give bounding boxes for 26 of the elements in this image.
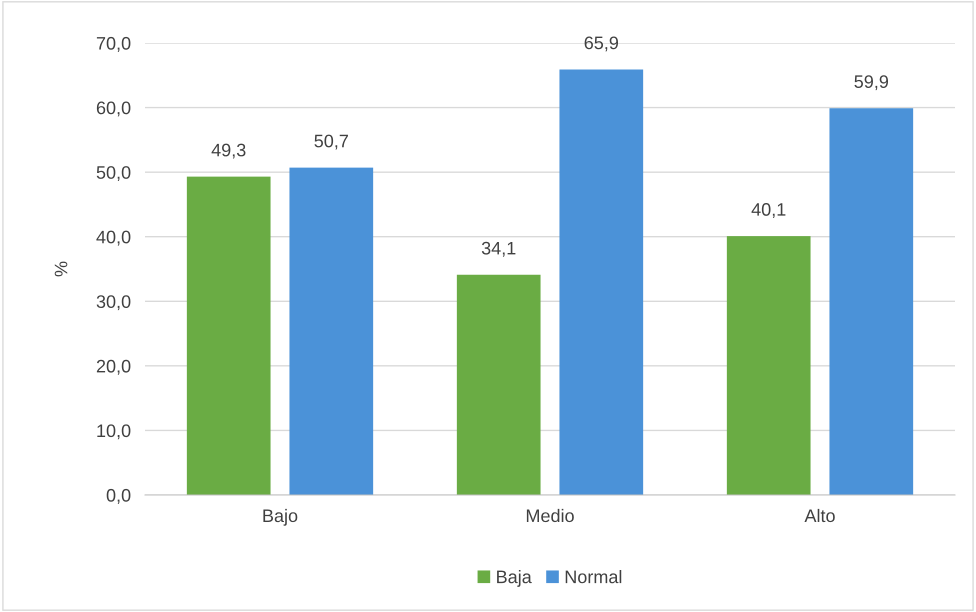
- x-tick-label: Alto: [804, 508, 835, 522]
- y-tick-label: 30,0: [96, 295, 130, 310]
- x-tick-label: Medio: [526, 508, 574, 522]
- x-tick-label: Bajo: [263, 508, 298, 526]
- y-tick-label: 20,0: [96, 360, 130, 375]
- bar: [186, 176, 271, 495]
- y-tick-label: 70,0: [96, 36, 130, 52]
- data-label: 59,9: [854, 75, 888, 90]
- bar: [289, 168, 374, 495]
- bar: [726, 236, 811, 495]
- y-axis-title: %: [54, 262, 68, 276]
- data-label: 50,7: [314, 134, 348, 150]
- legend-label: Baja: [497, 570, 532, 587]
- bar: [559, 69, 644, 495]
- y-tick-label: 10,0: [97, 424, 130, 440]
- y-tick-label: 0,0: [106, 488, 130, 504]
- y-tick-label: 60,0: [96, 102, 130, 116]
- bar: [829, 108, 914, 495]
- data-label: 34,1: [482, 242, 516, 257]
- y-tick-label: 40,0: [96, 230, 130, 246]
- data-label: 40,1: [752, 203, 786, 218]
- y-tick-label: 50,0: [96, 166, 130, 181]
- legend-label: Normal: [566, 570, 622, 584]
- data-label: 65,9: [584, 36, 618, 52]
- data-label: 49,3: [212, 144, 246, 159]
- bar: [456, 274, 541, 495]
